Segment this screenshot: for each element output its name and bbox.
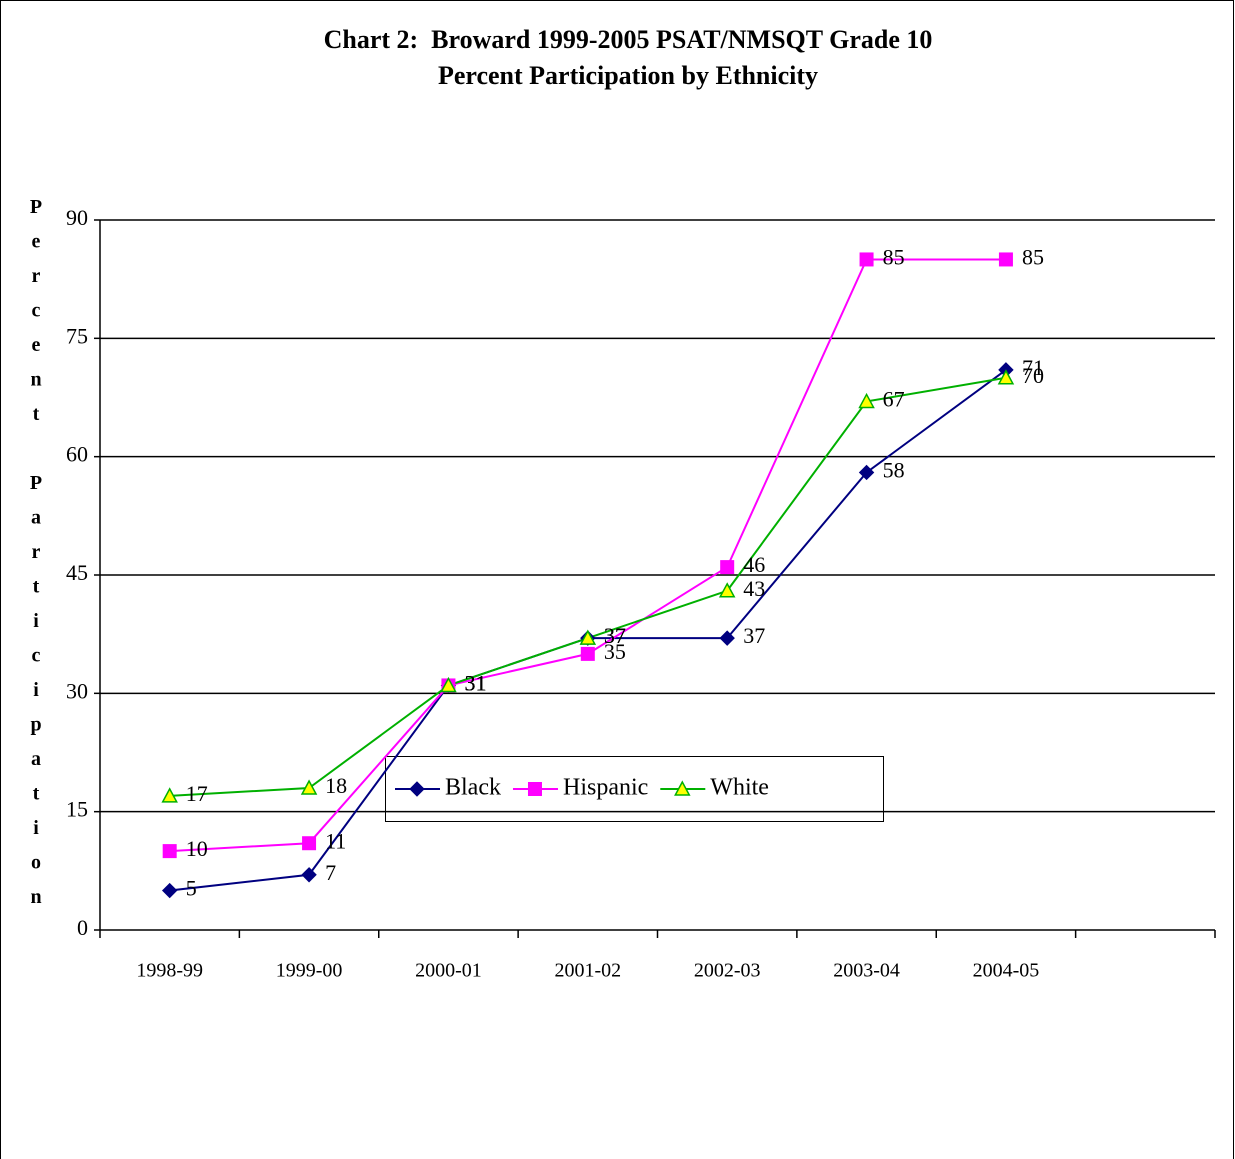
y-tick-label: 75 (66, 323, 88, 348)
x-tick-label: 1999-00 (276, 960, 343, 982)
chart-subtitle: Percent Participation by Ethnicity (438, 61, 818, 90)
y-tick-label: 45 (66, 560, 88, 585)
data-label: 43 (743, 576, 765, 601)
data-label: 31 (464, 670, 486, 695)
data-point (161, 882, 178, 899)
x-tick-label: 2003-04 (833, 960, 900, 982)
legend-label: Black (445, 775, 501, 801)
data-point (859, 252, 874, 267)
data-point (719, 630, 735, 646)
data-point (718, 582, 736, 598)
data-label: 58 (883, 457, 905, 482)
data-label: 67 (883, 386, 905, 411)
data-label: 70 (1022, 363, 1044, 388)
data-point (858, 464, 875, 481)
data-label: 37 (743, 623, 765, 648)
legend-marker (527, 782, 542, 796)
data-point (997, 369, 1015, 385)
legend-label: White (710, 775, 769, 801)
data-label: 10 (186, 836, 208, 861)
data-label: 31 (464, 670, 486, 695)
data-label: 7 (325, 860, 336, 885)
data-label: 11 (325, 828, 346, 853)
data-point (300, 779, 318, 795)
legend-marker (674, 780, 691, 796)
data-label: 18 (325, 773, 347, 798)
x-tick-label: 2000-01 (415, 960, 482, 982)
x-tick-label: 2002-03 (694, 960, 761, 982)
data-point (302, 836, 317, 851)
data-label: 17 (186, 781, 208, 806)
data-point (161, 787, 178, 803)
x-tick-label: 2001-02 (554, 960, 621, 982)
data-label: 71 (1022, 355, 1044, 380)
data-label: 85 (883, 244, 905, 269)
chart-title: Chart 2: Broward 1999-2005 PSAT/NMSQT Gr… (324, 25, 933, 54)
data-point (998, 252, 1013, 267)
data-point (162, 844, 177, 859)
data-point (579, 629, 597, 645)
y-axis-label: Percent Participation (25, 196, 47, 921)
data-point (301, 867, 317, 883)
data-point (720, 560, 735, 575)
data-point (440, 676, 457, 693)
y-tick-label: 60 (66, 442, 88, 467)
data-label: 35 (604, 639, 626, 664)
y-tick-label: 30 (66, 678, 88, 703)
legend-label: Hispanic (563, 775, 648, 801)
x-tick-label: 1998-99 (136, 960, 203, 982)
data-label: 31 (464, 670, 486, 695)
data-point (580, 646, 595, 661)
data-label: 37 (604, 623, 626, 648)
y-tick-label: 0 (77, 915, 88, 940)
legend-box (385, 756, 884, 822)
x-tick-label: 2004-05 (973, 960, 1040, 982)
y-tick-label: 15 (66, 797, 88, 822)
y-tick-label: 90 (66, 205, 88, 230)
data-label: 46 (743, 552, 765, 577)
legend-marker (409, 781, 425, 797)
data-label: 5 (186, 876, 197, 901)
data-label: 85 (1022, 244, 1044, 269)
data-label: 37 (604, 623, 626, 648)
data-point (858, 392, 875, 409)
